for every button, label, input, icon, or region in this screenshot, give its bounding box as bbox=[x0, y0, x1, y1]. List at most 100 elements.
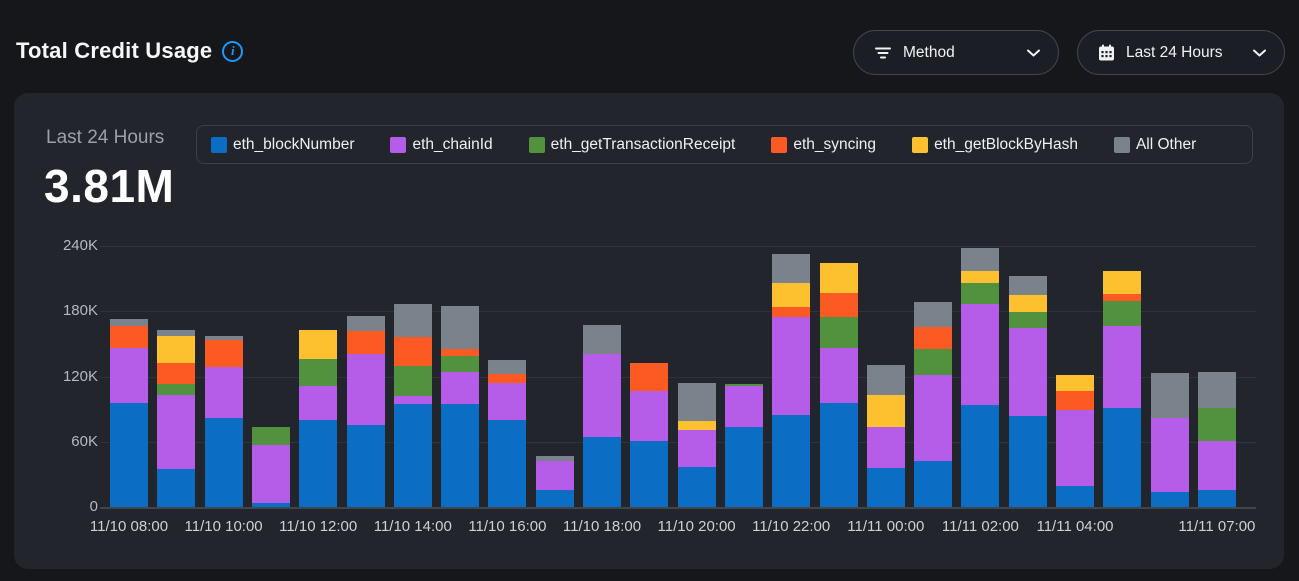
segment-All Other bbox=[535, 455, 574, 462]
bar-11/10 22:00[interactable] bbox=[772, 253, 811, 507]
segment-eth_chainId bbox=[1197, 440, 1236, 490]
segment-All Other bbox=[961, 248, 1000, 272]
gridline bbox=[100, 507, 1256, 509]
segment-eth_blockNumber bbox=[488, 420, 527, 507]
segment-eth_syncing bbox=[393, 337, 432, 366]
plot-area: 11/10 08:00 11/10 10:00 11/10 12:00 11/10 1… bbox=[90, 246, 1256, 535]
segment-eth_blockNumber bbox=[1056, 486, 1094, 507]
legend-item-eth_getBlockByHash[interactable]: eth_getBlockByHash bbox=[912, 136, 1078, 154]
bar-11/10 15:00[interactable] bbox=[441, 305, 480, 507]
bar-11/11 01:00[interactable] bbox=[914, 301, 953, 507]
segment-eth_syncing bbox=[1103, 293, 1142, 302]
bar-11/10 23:00[interactable] bbox=[819, 263, 858, 507]
time-range-dropdown-button[interactable]: Last 24 Hours bbox=[1077, 30, 1285, 75]
segment-eth_blockNumber bbox=[299, 420, 338, 507]
y-axis-tick-label: 240K bbox=[62, 237, 98, 254]
segment-eth_getBlockByHash bbox=[1056, 375, 1094, 391]
bar-11/10 12:00[interactable] bbox=[299, 329, 338, 507]
header-buttons: Method Last 24 Hours bbox=[853, 30, 1285, 75]
segment-eth_getTransactionReceipt bbox=[914, 349, 953, 376]
segment-eth_syncing bbox=[110, 326, 148, 349]
bar-11/10 11:00[interactable] bbox=[251, 426, 290, 507]
segment-eth_syncing bbox=[630, 363, 669, 391]
segment-eth_syncing bbox=[346, 330, 385, 354]
bar-11/10 20:00[interactable] bbox=[677, 383, 716, 507]
legend-item-eth_chainId[interactable]: eth_chainId bbox=[390, 135, 493, 154]
segment-All Other bbox=[110, 318, 148, 327]
legend-item-All Other[interactable]: All Other bbox=[1113, 136, 1196, 154]
bar-11/10 19:00[interactable] bbox=[630, 363, 669, 507]
segment-eth_chainId bbox=[346, 353, 385, 426]
page-header: Total Credit Usage i bbox=[16, 38, 244, 64]
segment-eth_getTransactionReceipt bbox=[441, 355, 480, 373]
segment-eth_blockNumber bbox=[346, 425, 385, 507]
segment-All Other bbox=[1008, 276, 1047, 295]
legend-label: eth_chainId bbox=[412, 135, 493, 153]
segment-eth_blockNumber bbox=[914, 461, 953, 507]
y-axis: 240K 180K 120K 60K 0 bbox=[14, 237, 98, 515]
segment-eth_getBlockByHash bbox=[772, 282, 811, 307]
segment-eth_blockNumber bbox=[204, 417, 243, 507]
bar-11/10 16:00[interactable] bbox=[488, 360, 527, 507]
segment-eth_blockNumber bbox=[819, 402, 858, 507]
bar-11/11 07:00[interactable] bbox=[1197, 372, 1236, 507]
chevron-down-icon bbox=[1027, 49, 1040, 57]
legend-label: eth_getTransactionReceipt bbox=[550, 135, 736, 153]
segment-eth_chainId bbox=[393, 396, 432, 404]
bar-11/11 04:00[interactable] bbox=[1056, 375, 1094, 507]
segment-All Other bbox=[914, 301, 953, 327]
segment-eth_getTransactionReceipt bbox=[1103, 301, 1142, 327]
legend-item-eth_getTransactionReceipt[interactable]: eth_getTransactionReceipt bbox=[528, 135, 736, 154]
legend-swatch bbox=[1113, 136, 1130, 153]
segment-eth_blockNumber bbox=[866, 467, 905, 507]
bar-11/10 13:00[interactable] bbox=[346, 315, 385, 507]
segment-eth_blockNumber bbox=[1008, 415, 1047, 507]
segment-eth_syncing bbox=[157, 363, 196, 385]
bar-11/10 17:00[interactable] bbox=[535, 455, 574, 507]
bar-11/10 09:00[interactable] bbox=[157, 329, 196, 507]
segment-eth_getBlockByHash bbox=[961, 271, 1000, 283]
chevron-down-icon bbox=[1253, 49, 1266, 57]
gridline bbox=[100, 376, 1256, 378]
info-icon[interactable]: i bbox=[222, 40, 244, 62]
segment-eth_syncing bbox=[441, 349, 480, 356]
total-credits-value: 3.81M bbox=[44, 160, 175, 212]
bar-11/11 06:00[interactable] bbox=[1150, 373, 1189, 507]
segment-eth_getTransactionReceipt bbox=[1197, 408, 1236, 441]
bar-11/11 02:00[interactable] bbox=[961, 248, 1000, 507]
bar-11/10 14:00[interactable] bbox=[393, 303, 432, 507]
bar-11/11 05:00[interactable] bbox=[1103, 271, 1142, 507]
x-axis-tick-label: 11/11 00:00 bbox=[847, 518, 925, 535]
segment-eth_getTransactionReceipt bbox=[299, 359, 338, 387]
x-axis-tick-label: 11/10 20:00 bbox=[657, 518, 736, 535]
method-dropdown-button[interactable]: Method bbox=[853, 30, 1059, 75]
segment-All Other bbox=[441, 305, 480, 350]
segment-eth_blockNumber bbox=[772, 414, 811, 507]
calendar-icon bbox=[1098, 44, 1115, 61]
bar-11/10 08:00[interactable] bbox=[110, 318, 148, 507]
legend-label: eth_getBlockByHash bbox=[934, 135, 1078, 153]
segment-eth_chainId bbox=[772, 316, 811, 415]
period-label: Last 24 Hours bbox=[46, 127, 165, 148]
x-axis-tick-label: 11/10 22:00 bbox=[752, 518, 831, 535]
bar-11/10 21:00[interactable] bbox=[724, 384, 763, 507]
legend-swatch bbox=[390, 136, 407, 153]
bar-11/10 10:00[interactable] bbox=[204, 336, 243, 507]
bar-11/11 00:00[interactable] bbox=[866, 364, 905, 507]
legend-label: eth_blockNumber bbox=[233, 135, 355, 153]
legend-item-eth_syncing[interactable]: eth_syncing bbox=[771, 136, 876, 154]
x-axis-tick-label: 11/10 18:00 bbox=[562, 518, 642, 535]
time-range-dropdown-label: Last 24 Hours bbox=[1126, 43, 1223, 61]
x-axis-tick-label: 11/10 12:00 bbox=[279, 518, 358, 535]
segment-eth_blockNumber bbox=[583, 437, 621, 507]
method-dropdown-label: Method bbox=[903, 43, 955, 61]
bar-11/10 18:00[interactable] bbox=[583, 325, 621, 507]
segment-eth_chainId bbox=[724, 386, 763, 427]
legend-swatch bbox=[528, 136, 545, 153]
legend-item-eth_blockNumber[interactable]: eth_blockNumber bbox=[211, 136, 354, 154]
segment-eth_chainId bbox=[583, 353, 621, 438]
segment-eth_chainId bbox=[1056, 410, 1094, 487]
segment-All Other bbox=[583, 325, 621, 354]
bar-11/11 03:00[interactable] bbox=[1008, 276, 1047, 507]
segment-eth_chainId bbox=[299, 386, 338, 420]
